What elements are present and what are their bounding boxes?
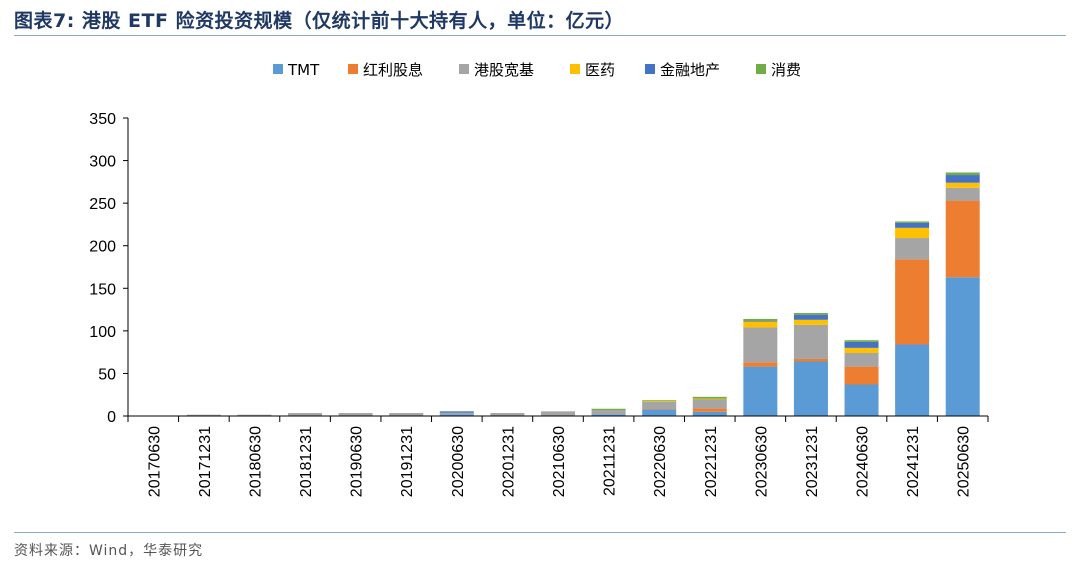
x-tick-label: 20221231 <box>703 426 720 497</box>
bar-segment <box>793 314 828 320</box>
y-axis: 0 50 100 150 200 250 300 350 <box>89 111 129 426</box>
bar-segment <box>743 327 778 363</box>
legend-swatch <box>273 64 283 74</box>
bar-segment <box>439 412 474 415</box>
bar-segment <box>844 341 879 348</box>
legend-label: 消费 <box>771 61 801 79</box>
bar-segment <box>692 408 727 412</box>
bar-segment <box>642 401 677 409</box>
bar-segment <box>895 259 930 345</box>
bar-segment <box>793 361 828 416</box>
bar-segment <box>895 221 930 223</box>
bar-segment <box>793 324 828 359</box>
legend-label: 医药 <box>585 61 615 79</box>
bar-segment <box>844 366 879 385</box>
bar-segment <box>389 413 424 416</box>
bar-segment <box>591 410 626 415</box>
bar-segment <box>591 414 626 416</box>
bar-segment <box>692 398 727 400</box>
bar-segment <box>692 411 727 416</box>
bar-segment <box>945 200 980 278</box>
bar-segment <box>186 414 221 416</box>
legend-swatch <box>459 64 469 74</box>
bar-segment <box>895 227 930 239</box>
x-tick-label: 20231231 <box>804 426 821 497</box>
bar-segment <box>743 366 778 416</box>
bar-segment <box>895 238 930 260</box>
bar-segment <box>743 362 778 367</box>
bar-segment <box>895 222 930 228</box>
x-tick-label: 20171231 <box>197 426 214 497</box>
stacked-bar-chart: TMT 红利股息 港股宽基 医药 金融地产 消费 0 50 100 150 200 250 300 35… <box>89 61 989 497</box>
y-tick-label: 100 <box>89 324 116 341</box>
x-tick-label: 20200630 <box>450 426 467 497</box>
bar-segment <box>945 172 980 176</box>
legend-swatch <box>570 64 580 74</box>
x-tick-label: 20201231 <box>500 426 517 497</box>
y-tick-label: 150 <box>89 281 116 298</box>
legend-label: TMT <box>287 61 320 79</box>
y-tick-label: 300 <box>89 154 116 171</box>
y-tick-label: 50 <box>98 366 116 383</box>
bar-segment <box>439 414 474 416</box>
x-tick-label: 20210630 <box>551 426 568 497</box>
bar-segment <box>288 413 323 416</box>
bar-segment <box>490 413 525 416</box>
bar-segment <box>642 401 677 402</box>
bar-segment <box>692 398 727 409</box>
x-tick-label: 20220630 <box>652 426 669 497</box>
bar-segment <box>743 320 778 322</box>
bar-segment <box>945 175 980 183</box>
bar-segment <box>945 277 980 416</box>
bar-segment <box>642 409 677 416</box>
legend-swatch <box>645 64 655 74</box>
bar-segment <box>844 384 879 416</box>
figure-title: 图表7: 港股 ETF 险资投资规模（仅统计前十大持有人，单位：亿元） <box>14 10 625 32</box>
legend-label: 金融地产 <box>660 61 720 79</box>
bar-segment <box>844 340 879 342</box>
bar-segment <box>692 396 727 399</box>
bar-segment <box>439 411 474 413</box>
x-tick-label: 20241231 <box>905 426 922 497</box>
x-tick-label: 20250630 <box>956 426 973 497</box>
y-tick-label: 200 <box>89 239 116 256</box>
bar-segment <box>642 408 677 410</box>
legend-label: 红利股息 <box>363 61 423 79</box>
x-tick-label: 20240630 <box>855 426 872 497</box>
legend-swatch <box>348 64 358 74</box>
x-tick-label: 20230630 <box>753 426 770 497</box>
bars <box>136 172 980 417</box>
bar-segment <box>945 182 980 188</box>
x-tick-label: 20190630 <box>349 426 366 497</box>
bar-segment <box>793 319 828 325</box>
bar-segment <box>237 414 272 416</box>
legend: TMT 红利股息 港股宽基 医药 金融地产 消费 <box>273 61 801 79</box>
x-tick-label: 20211231 <box>602 426 619 496</box>
bar-segment <box>642 400 677 402</box>
y-tick-label: 0 <box>107 409 116 426</box>
x-tick-label: 20181231 <box>298 426 315 497</box>
y-tick-label: 350 <box>89 111 116 128</box>
x-axis: 20170630 20171231 20180630 20181231 20190630… <box>127 415 989 497</box>
bottom-rule <box>14 532 1066 533</box>
bar-segment <box>793 358 828 362</box>
bar-segment <box>844 352 879 367</box>
bar-segment <box>793 312 828 315</box>
bar-segment <box>844 347 879 353</box>
bar-segment <box>945 187 980 201</box>
bar-segment <box>895 344 930 416</box>
source-note: 资料来源：Wind，华泰研究 <box>14 543 204 559</box>
x-tick-label: 20180630 <box>247 426 264 497</box>
bar-segment <box>743 318 778 321</box>
bar-segment <box>743 321 778 328</box>
legend-label: 港股宽基 <box>474 61 534 79</box>
bar-segment <box>541 411 575 416</box>
y-tick-label: 250 <box>89 196 116 213</box>
x-tick-label: 20170630 <box>146 426 163 497</box>
bar-segment <box>338 413 373 416</box>
top-rule <box>14 35 1066 36</box>
x-tick-label: 20191231 <box>399 426 416 497</box>
bar-segment <box>591 408 626 411</box>
legend-swatch <box>756 64 766 74</box>
